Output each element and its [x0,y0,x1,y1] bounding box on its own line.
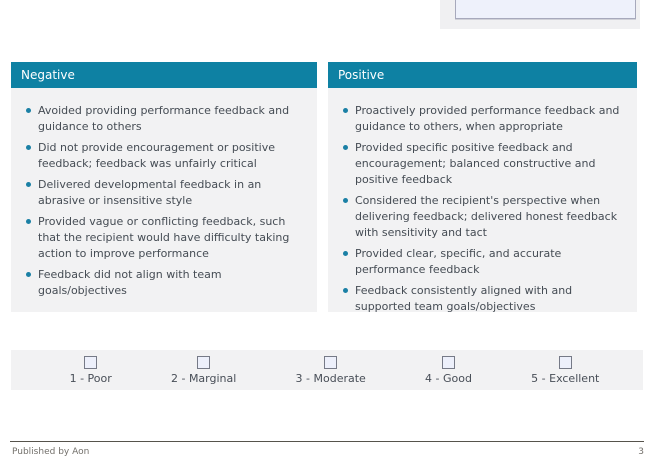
list-item: Provided clear, specific, and accurate p… [342,246,627,278]
bullet-icon [26,272,31,277]
rating-option-4: 4 - Good [425,355,472,385]
list-item-text: Proactively provided performance feedbac… [355,104,620,133]
rating-checkbox-1[interactable] [84,355,98,369]
comment-text-box[interactable] [455,0,636,19]
rating-option-3: 3 - Moderate [295,355,366,385]
list-item-text: Avoided providing performance feedback a… [38,104,290,133]
list-item: Considered the recipient's perspective w… [342,193,627,241]
bullet-icon [343,251,348,256]
list-item-text: Feedback did not align with team goals/o… [38,268,222,297]
rating-label-2: 2 - Marginal [170,371,237,385]
comment-box-container [440,0,640,29]
bullet-icon [26,145,31,150]
bullet-icon [343,288,348,293]
rating-option-5: 5 - Excellent [531,355,600,385]
negative-column: Negative Avoided providing performance f… [11,62,317,312]
rating-checkbox-5[interactable] [558,355,572,369]
negative-header: Negative [11,62,317,88]
rating-option-1: 1 - Poor [69,355,112,385]
list-item: Avoided providing performance feedback a… [25,103,307,135]
rating-label-1: 1 - Poor [69,371,112,385]
list-item: Did not provide encouragement or positiv… [25,140,307,172]
positive-header: Positive [328,62,637,88]
rating-label-4: 4 - Good [425,371,472,385]
rating-scale: 1 - Poor 2 - Marginal 3 - Moderate 4 - G… [11,350,643,390]
list-item-text: Provided specific positive feedback and … [355,141,596,186]
rating-option-2: 2 - Marginal [170,355,237,385]
rating-label-3: 3 - Moderate [295,371,366,385]
rating-label-5: 5 - Excellent [531,371,600,385]
rating-checkbox-4[interactable] [441,355,455,369]
list-item-text: Did not provide encouragement or positiv… [38,141,275,170]
list-item: Provided specific positive feedback and … [342,140,627,188]
list-item-text: Feedback consistently aligned with and s… [355,284,573,313]
rating-checkbox-3[interactable] [324,355,338,369]
list-item: Delivered developmental feedback in an a… [25,177,307,209]
positive-list-panel: Proactively provided performance feedbac… [328,88,637,315]
list-item-text: Delivered developmental feedback in an a… [38,178,262,207]
list-item: Provided vague or conflicting feedback, … [25,214,307,262]
list-item: Proactively provided performance feedbac… [342,103,627,135]
rating-checkbox-2[interactable] [197,355,211,369]
footer-publisher: Published by Aon [12,447,90,457]
bullet-icon [26,182,31,187]
positive-list: Proactively provided performance feedbac… [342,103,627,315]
list-item-text: Provided clear, specific, and accurate p… [355,247,562,276]
negative-list: Avoided providing performance feedback a… [25,103,307,299]
bullet-icon [26,219,31,224]
positive-column: Positive Proactively provided performanc… [328,62,637,315]
bullet-icon [343,108,348,113]
negative-list-panel: Avoided providing performance feedback a… [11,88,317,312]
list-item: Feedback did not align with team goals/o… [25,267,307,299]
bullet-icon [26,108,31,113]
bullet-icon [343,145,348,150]
bullet-icon [343,198,348,203]
list-item-text: Considered the recipient's perspective w… [355,194,618,239]
list-item-text: Provided vague or conflicting feedback, … [38,215,290,260]
footer-divider [10,441,644,442]
footer-page-number: 3 [638,447,644,457]
list-item: Feedback consistently aligned with and s… [342,283,627,315]
